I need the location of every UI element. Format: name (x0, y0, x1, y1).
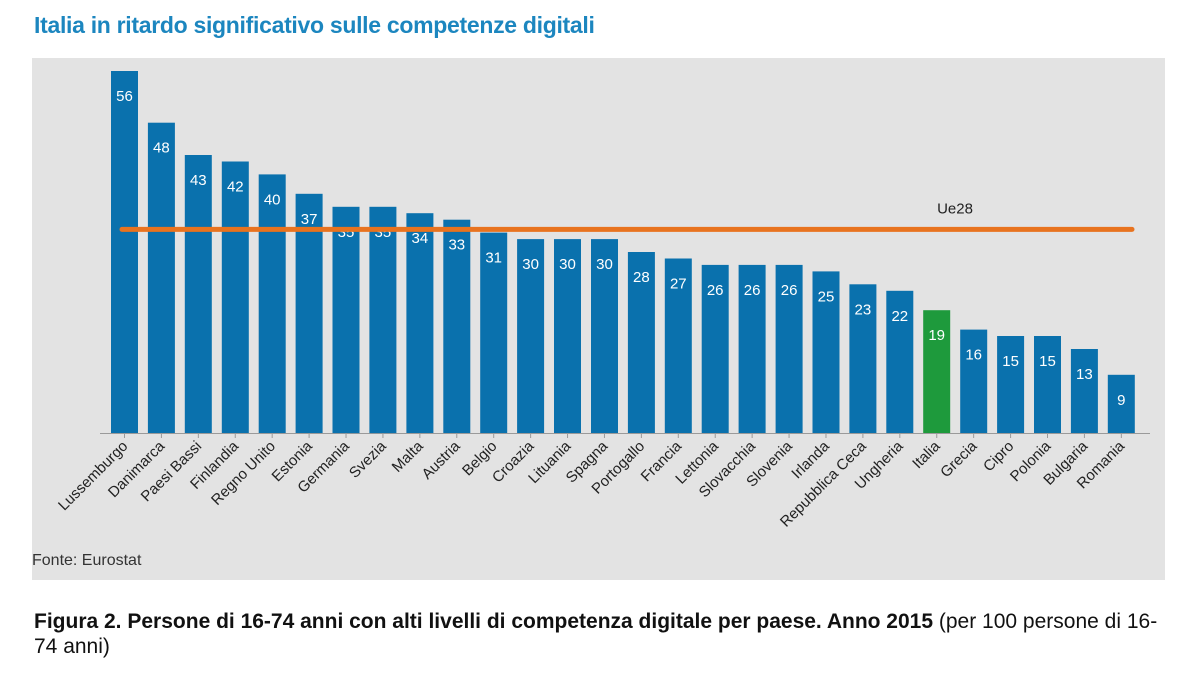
bar-value-label: 30 (596, 256, 613, 273)
bar-value-label: 22 (891, 308, 908, 325)
bar-grecia (960, 329, 988, 433)
bar-polonia (1034, 336, 1061, 433)
x-tick-label-austria: Austria (419, 437, 464, 482)
chart-title: Italia in ritardo significativo sulle co… (34, 12, 595, 38)
source-note: Fonte: Eurostat (32, 552, 142, 569)
bar-value-label: 56 (116, 88, 133, 105)
bar-value-label: 13 (1076, 366, 1093, 383)
bar-value-label: 48 (153, 140, 170, 157)
bar-cipro (997, 336, 1025, 433)
ue28-reference-label: Ue28 (937, 200, 973, 217)
bar-value-label: 43 (190, 172, 207, 189)
bar-value-label: 25 (818, 288, 835, 305)
bar-lituania (554, 239, 581, 433)
bar-lussemburgo (111, 71, 138, 433)
bar-value-label: 40 (264, 191, 281, 208)
bar-value-label: 9 (1117, 392, 1125, 409)
bar-belgio (480, 232, 508, 433)
bar-value-label: 35 (375, 224, 392, 241)
bar-value-label: 26 (744, 282, 761, 299)
bar-estonia (295, 193, 323, 433)
bar-bulgaria (1070, 349, 1098, 433)
bar-value-label: 28 (633, 269, 650, 286)
bar-regno-unito (258, 174, 286, 433)
bar-slovenia (775, 264, 803, 433)
bar-value-label: 19 (928, 327, 945, 344)
bar-portogallo (627, 252, 655, 433)
bar-lettonia (701, 264, 729, 433)
bar-value-label: 26 (707, 282, 724, 299)
bar-ungheria (886, 290, 914, 433)
bar-spagna (591, 239, 618, 433)
bar-svezia (369, 206, 397, 434)
bar-germania (332, 206, 360, 434)
bar-value-label: 30 (559, 256, 576, 273)
figure-caption-bold: Persone di 16-74 anni con alti livelli d… (127, 610, 934, 633)
bar-malta (406, 213, 434, 433)
bar-romania (1107, 374, 1135, 433)
bar-italia (923, 310, 951, 433)
bar-value-label: 26 (781, 282, 798, 299)
figure-caption: Figura 2. Persone di 16-74 anni con alti… (34, 609, 1174, 659)
bar-value-label: 15 (1039, 353, 1056, 370)
bar-value-label: 15 (1002, 353, 1019, 370)
bar-value-label: 42 (227, 179, 244, 196)
bar-value-label: 33 (448, 237, 465, 254)
bar-value-label: 34 (412, 230, 429, 247)
bar-irlanda (812, 271, 840, 433)
bar-repubblica-ceca (849, 284, 877, 433)
bar-value-label: 16 (965, 347, 982, 364)
figure-number: Figura 2. (34, 610, 122, 633)
figure-caption-normal: (per 100 persone di 16-74 anni) (34, 610, 1158, 658)
bar-croazia (517, 239, 545, 433)
x-tick-label-svezia: Svezia (346, 437, 390, 481)
bar-value-label: 37 (301, 211, 318, 228)
bar-value-label: 35 (338, 224, 355, 241)
bar-value-label: 23 (855, 301, 872, 318)
bar-paesi-bassi (184, 155, 212, 433)
bar-value-label: 31 (485, 250, 502, 267)
bar-finlandia (221, 161, 249, 433)
bar-value-label: 27 (670, 276, 687, 293)
bar-danimarca (147, 122, 175, 433)
bar-francia (664, 258, 692, 433)
bar-slovacchia (738, 264, 766, 433)
x-tick-label-grecia: Grecia (937, 437, 981, 481)
bars-group: 56 48 43 42 40 37 35 35 34 33 31 30 30 30 28 27 26 26 26 25… (100, 71, 1150, 438)
bar-value-label: 30 (522, 256, 539, 273)
bar-austria (443, 219, 471, 433)
